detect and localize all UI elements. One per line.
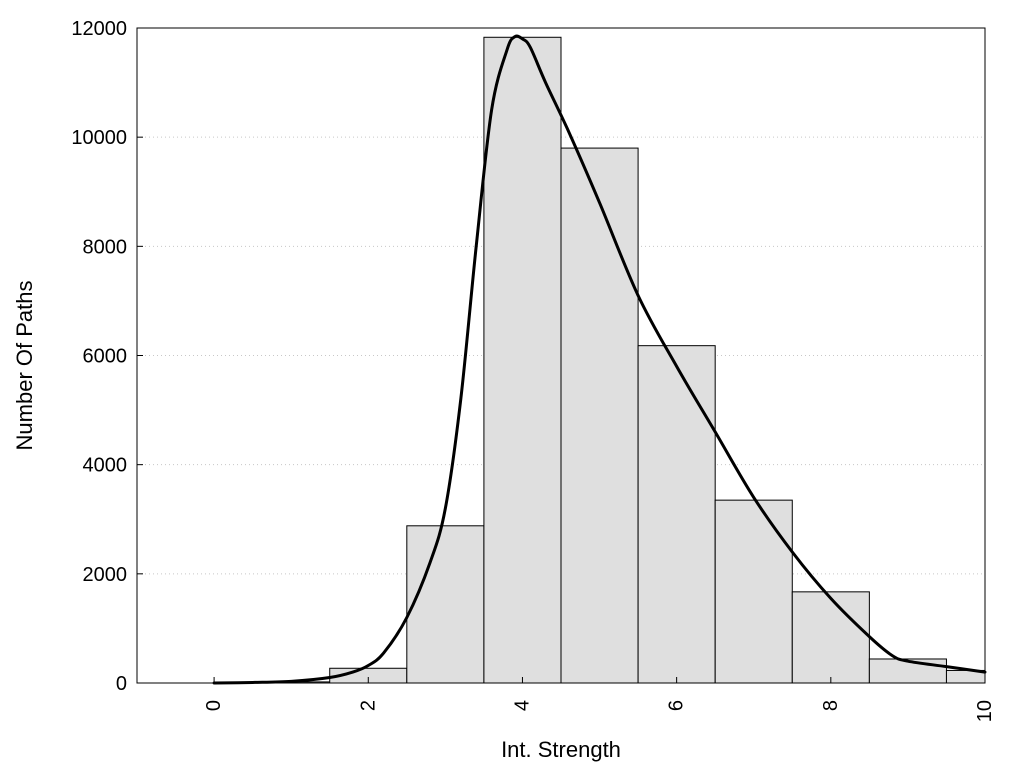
- bar-8: [791, 591, 870, 684]
- y-tick-label-3: 6000: [83, 346, 128, 368]
- y-tick-label-5: 10000: [71, 127, 127, 149]
- density-curve-line: [212, 34, 987, 685]
- histogram-bars: [252, 36, 986, 684]
- bar-6: [637, 345, 716, 684]
- x-tick-label-3: 6: [666, 700, 688, 711]
- x-tick-label-2: 4: [511, 700, 533, 711]
- bar-7: [714, 499, 793, 684]
- bar-5: [560, 147, 639, 684]
- y-tick-label-1: 2000: [83, 564, 128, 586]
- axis-ticks: 0 2000 4000 6000 8000 10000 12000 0 2 4 6 8 10: [71, 18, 996, 722]
- y-axis-label: Number Of Paths: [12, 281, 37, 451]
- y-tick-label-0: 0: [116, 673, 127, 695]
- y-tick-label-4: 8000: [83, 236, 128, 258]
- bar-4: [483, 36, 562, 684]
- x-axis-label: Int. Strength: [501, 737, 621, 762]
- x-tick-label-0: 0: [203, 700, 225, 711]
- density-curve: [212, 34, 987, 685]
- bar-9: [868, 658, 947, 684]
- bar-3: [406, 525, 485, 684]
- x-tick-label-4: 8: [820, 700, 842, 711]
- y-tick-label-2: 4000: [83, 455, 128, 477]
- y-tick-label-6: 12000: [71, 18, 127, 40]
- x-tick-label-1: 2: [357, 700, 379, 711]
- x-tick-label-5: 10: [974, 700, 996, 722]
